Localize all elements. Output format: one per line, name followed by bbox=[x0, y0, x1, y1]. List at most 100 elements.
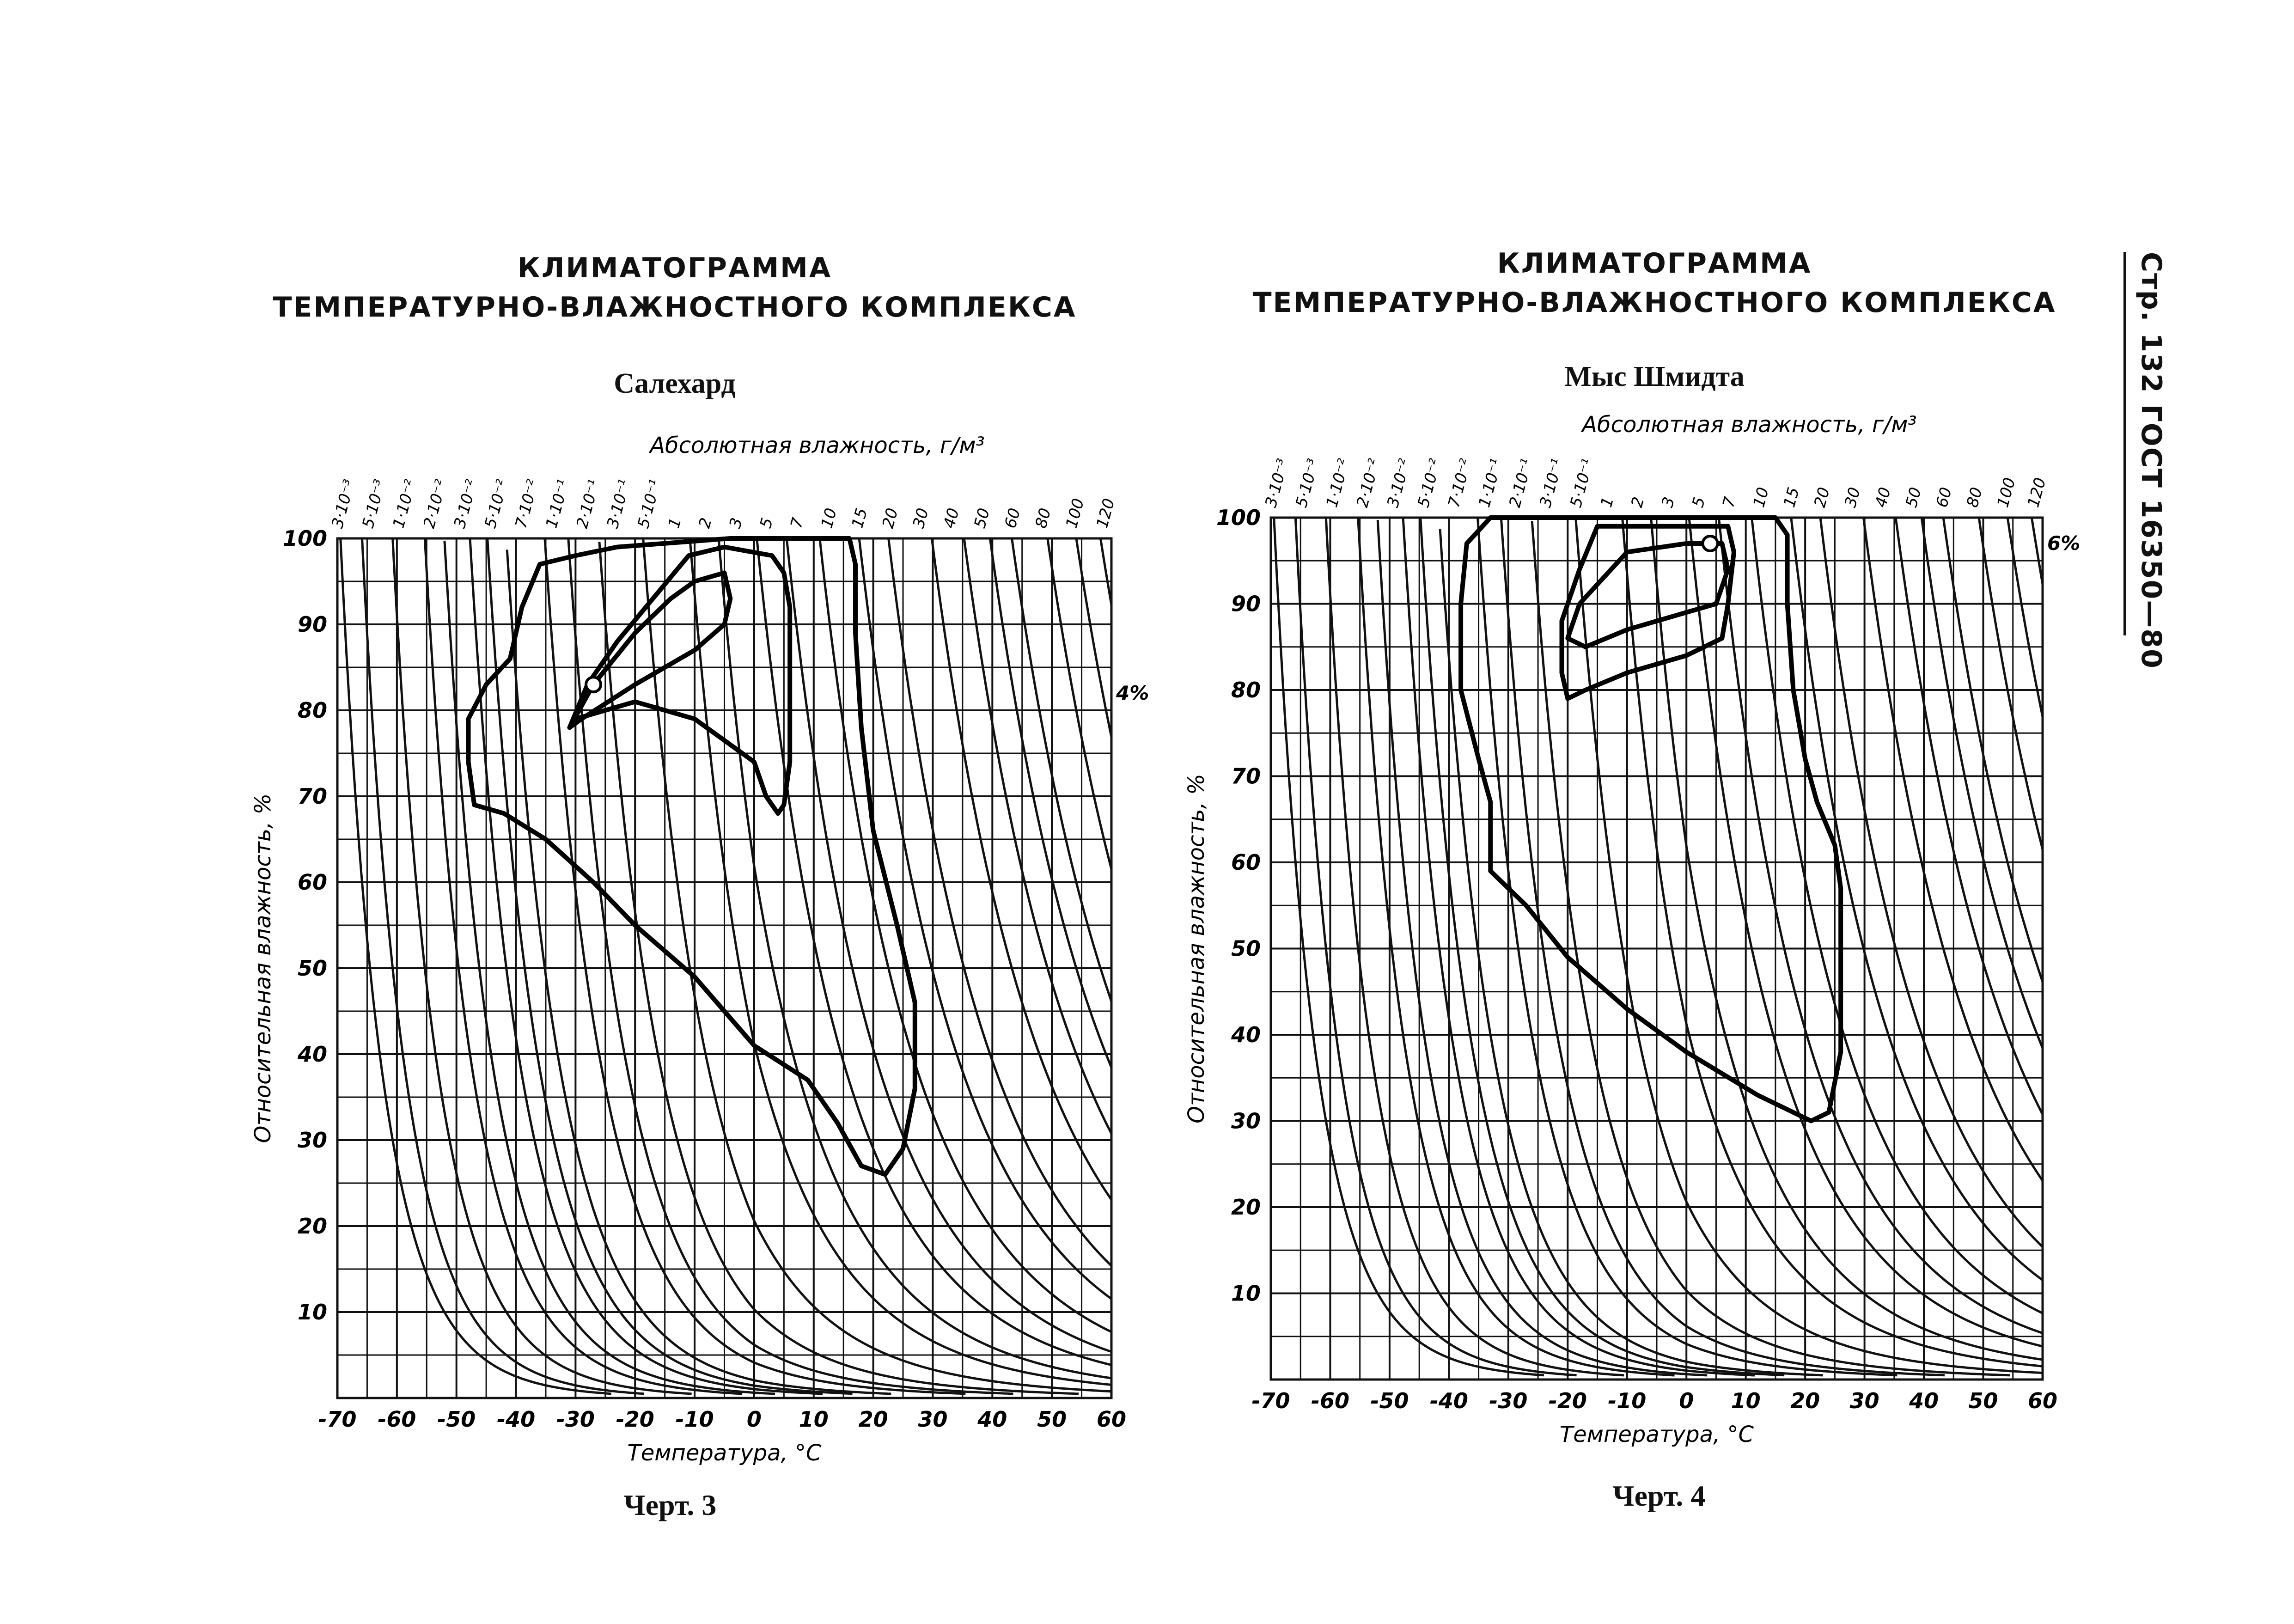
absolute-humidity-isoline bbox=[988, 538, 1111, 1068]
chart-4-caption: Черт. 4 bbox=[1612, 1479, 1706, 1512]
x-tick-label: 10 bbox=[1731, 1388, 1761, 1413]
right-annotation: 4% bbox=[1116, 682, 1149, 704]
x-tick-label: 40 bbox=[1909, 1388, 1939, 1413]
point-marker bbox=[585, 676, 603, 694]
x-tick-label: -20 bbox=[1549, 1388, 1587, 1413]
y-tick-label: 70 bbox=[298, 784, 327, 809]
absolute-humidity-isoline bbox=[339, 538, 611, 1395]
absolute-humidity-isoline bbox=[567, 538, 1013, 1395]
absolute-humidity-isoline bbox=[930, 538, 1111, 1201]
absolute-humidity-isoline bbox=[1942, 518, 2043, 983]
x-tick-label: 20 bbox=[1790, 1388, 1820, 1413]
x-tick-label: 60 bbox=[1097, 1407, 1126, 1432]
absolute-humidity-isoline bbox=[858, 538, 1111, 1300]
x-tick-label: -70 bbox=[1251, 1388, 1290, 1413]
contour-outer bbox=[466, 536, 917, 1177]
absolute-humidity-tick-label: 5·10⁻¹ bbox=[634, 477, 665, 530]
absolute-humidity-isoline bbox=[391, 538, 692, 1395]
x-tick-label: 30 bbox=[918, 1407, 947, 1432]
absolute-humidity-isoline bbox=[785, 538, 1111, 1353]
x-tick-label: -60 bbox=[378, 1407, 416, 1432]
x-tick-label: 60 bbox=[2028, 1388, 2057, 1413]
absolute-humidity-isoline bbox=[963, 538, 1111, 1135]
absolute-humidity-tick-label: 60 bbox=[1933, 485, 1956, 509]
absolute-humidity-isoline bbox=[818, 538, 1111, 1333]
x-tick-label: 40 bbox=[977, 1407, 1007, 1432]
absolute-humidity-tick-label: 3·10⁻² bbox=[1384, 457, 1414, 509]
absolute-humidity-tick-label: 1·10⁻² bbox=[389, 477, 420, 530]
absolute-humidity-isoline bbox=[360, 538, 644, 1395]
absolute-humidity-isoline bbox=[1894, 518, 2043, 1115]
contour-outer bbox=[1458, 515, 1843, 1123]
y-tick-label: 60 bbox=[298, 870, 327, 895]
absolute-humidity-tick-label: 20 bbox=[1811, 485, 1834, 509]
y-tick-label: 40 bbox=[297, 1042, 327, 1067]
absolute-humidity-tick-label: 3 bbox=[1658, 495, 1678, 509]
absolute-humidity-isoline bbox=[1977, 518, 2043, 850]
y-tick-label: 100 bbox=[283, 526, 327, 551]
absolute-humidity-isoline bbox=[1862, 518, 2043, 1182]
absolute-humidity-tick-label: 5·10⁻¹ bbox=[1567, 457, 1597, 509]
absolute-humidity-isoline bbox=[506, 549, 891, 1395]
absolute-humidity-tick-label: 1 bbox=[1597, 495, 1617, 509]
point-marker bbox=[1701, 534, 1719, 552]
x-tick-label: -60 bbox=[1311, 1388, 1349, 1413]
x-tick-label: -40 bbox=[497, 1407, 535, 1432]
absolute-humidity-isoline bbox=[1650, 518, 2043, 1361]
x-tick-label: -40 bbox=[1430, 1388, 1468, 1413]
absolute-humidity-tick-label: 7·10⁻² bbox=[512, 477, 542, 530]
absolute-humidity-isoline bbox=[598, 542, 1079, 1395]
absolute-humidity-tick-label: 5 bbox=[757, 516, 777, 530]
y-tick-label: 10 bbox=[1231, 1281, 1261, 1306]
absolute-humidity-isoline bbox=[543, 538, 966, 1395]
absolute-humidity-tick-label: 5·10⁻² bbox=[481, 477, 512, 530]
absolute-humidity-tick-label: 50 bbox=[970, 506, 994, 530]
absolute-humidity-isoline bbox=[1790, 518, 2043, 1281]
y-tick-label: 30 bbox=[1231, 1109, 1261, 1134]
absolute-humidity-isoline bbox=[717, 538, 1111, 1380]
absolute-humidity-tick-label: 1·10⁻² bbox=[1323, 457, 1353, 509]
y-tick-label: 100 bbox=[1216, 505, 1261, 530]
y-tick-label: 20 bbox=[1231, 1195, 1261, 1220]
absolute-humidity-isoline bbox=[1717, 518, 2043, 1334]
absolute-humidity-tick-label: 80 bbox=[1963, 485, 1986, 509]
absolute-humidity-isoline bbox=[423, 538, 743, 1395]
absolute-humidity-tick-label: 15 bbox=[848, 506, 871, 530]
absolute-humidity-isoline bbox=[1273, 518, 1544, 1377]
contour-middle bbox=[567, 544, 793, 816]
y-tick-label: 90 bbox=[298, 612, 327, 637]
right-annotation: 6% bbox=[2047, 532, 2080, 555]
x-axis-title: Температура, °С bbox=[627, 1440, 822, 1466]
absolute-humidity-tick-label: 3 bbox=[726, 516, 746, 530]
chart-3-heading-line2: ТЕМПЕРАТУРНО-ВЛАЖНОСТНОГО КОМПЛЕКСА bbox=[273, 291, 1077, 324]
x-tick-label: 0 bbox=[1679, 1388, 1694, 1413]
absolute-humidity-tick-label: 1·10⁻¹ bbox=[542, 477, 573, 530]
absolute-humidity-tick-label: 120 bbox=[1093, 496, 1118, 530]
y-tick-label: 70 bbox=[1231, 764, 1261, 789]
y-tick-label: 10 bbox=[298, 1300, 327, 1325]
x-tick-label: 50 bbox=[1037, 1407, 1067, 1432]
absolute-humidity-tick-label: 3·10⁻¹ bbox=[1536, 457, 1567, 509]
absolute-humidity-tick-label: 10 bbox=[1750, 485, 1773, 509]
absolute-humidity-isoline bbox=[1099, 538, 1111, 605]
absolute-humidity-tick-label: 30 bbox=[1841, 485, 1864, 509]
absolute-humidity-isoline bbox=[2006, 518, 2043, 717]
absolute-humidity-tick-label: 10 bbox=[818, 506, 841, 530]
x-tick-label: 50 bbox=[1969, 1388, 1998, 1413]
absolute-humidity-isoline bbox=[1531, 521, 2010, 1377]
absolute-humidity-tick-label: 2·10⁻² bbox=[1353, 457, 1384, 509]
absolute-humidity-isoline bbox=[1402, 518, 1755, 1377]
absolute-humidity-isoline bbox=[1920, 518, 2043, 1049]
absolute-humidity-isoline bbox=[1500, 518, 1945, 1377]
absolute-humidity-isoline bbox=[1574, 518, 2043, 1374]
absolute-humidity-isoline bbox=[1046, 538, 1111, 870]
chart-3-plot: -70 -60 -50 -40 -30 -20 -10 0 10 20 30 40 50 60 10 20 30… bbox=[250, 433, 1149, 1466]
absolute-humidity-tick-label: 7 bbox=[787, 516, 807, 531]
x-tick-label: -30 bbox=[1489, 1388, 1527, 1413]
absolute-humidity-isoline bbox=[2030, 518, 2043, 585]
absolute-humidity-tick-label: 60 bbox=[1001, 506, 1024, 530]
chart-3-title: Салехард bbox=[614, 368, 736, 399]
absolute-humidity-tick-label: 2 bbox=[695, 516, 715, 530]
x-tick-label: 30 bbox=[1850, 1388, 1879, 1413]
